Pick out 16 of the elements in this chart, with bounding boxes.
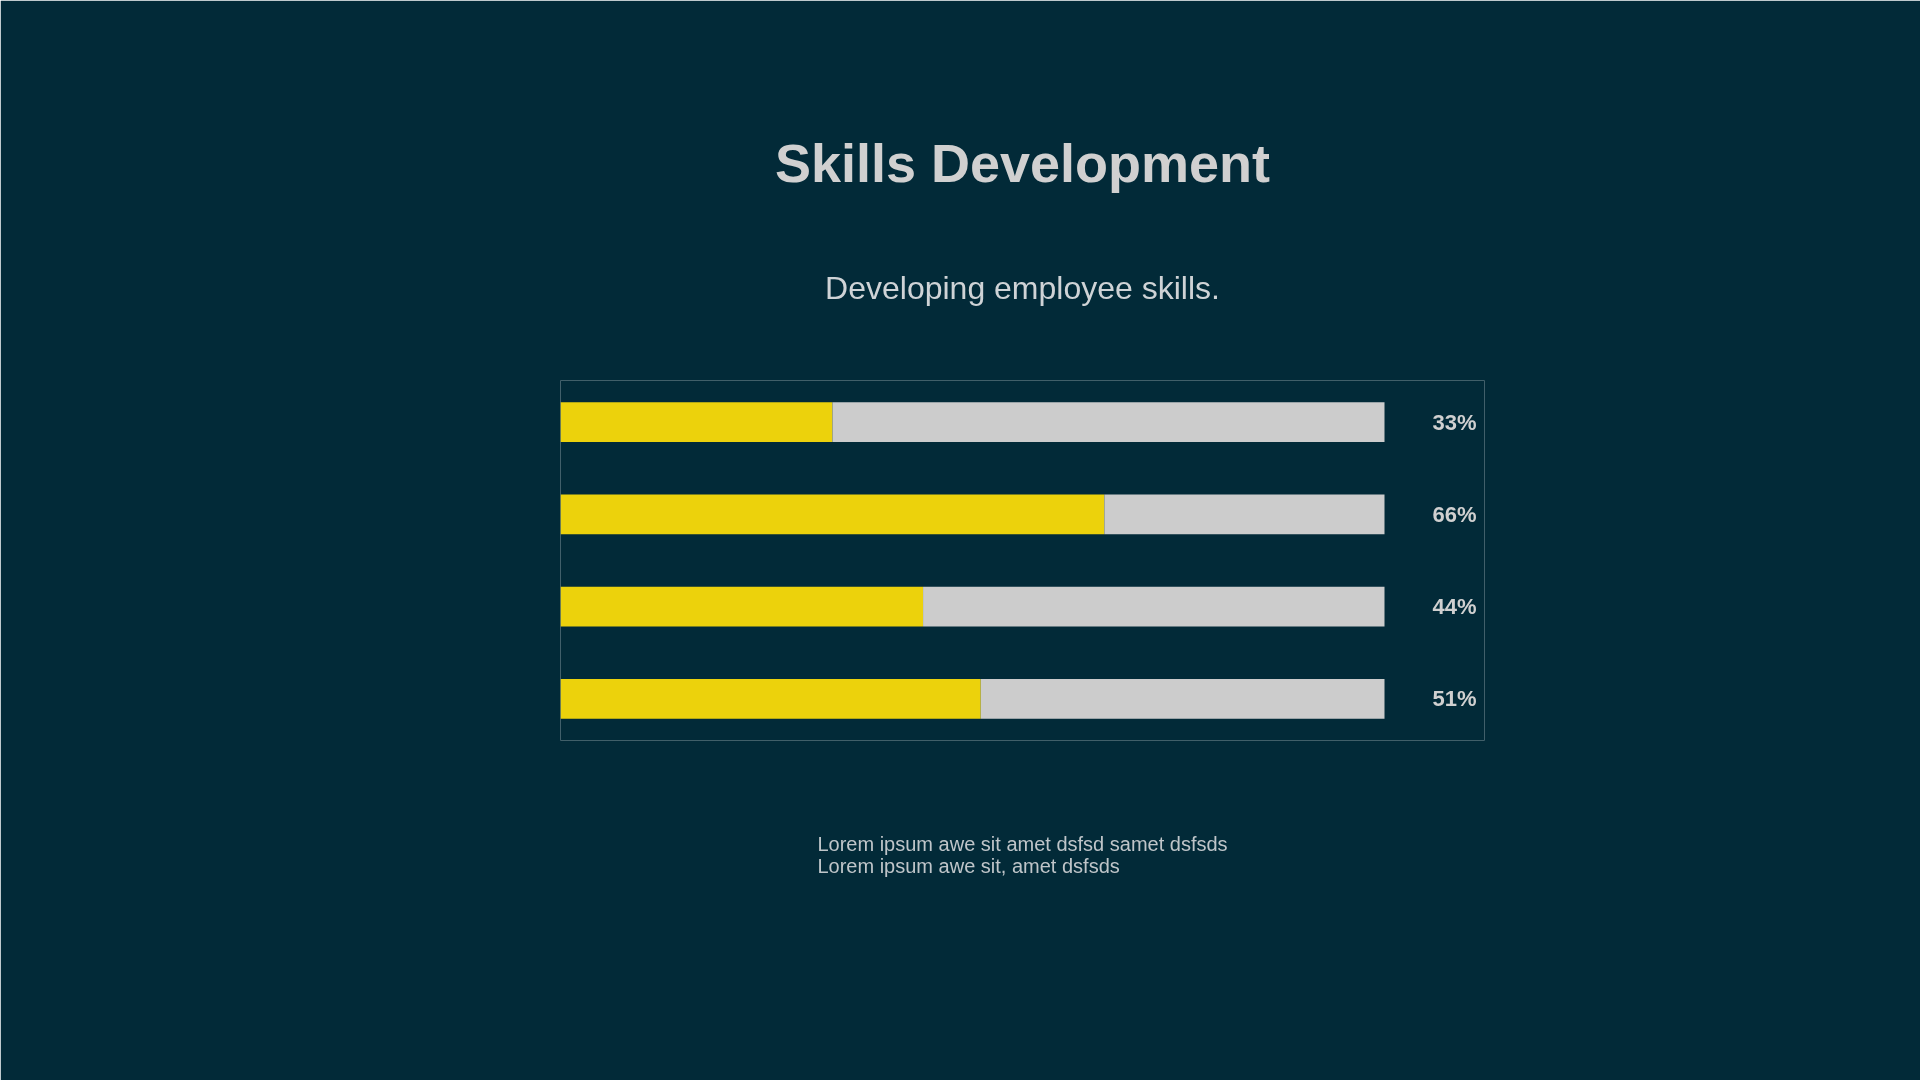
chart-title: Skills Development	[774, 132, 1271, 193]
data-label: 33%	[1432, 409, 1477, 435]
data-label: 44%	[1432, 594, 1477, 620]
bar	[923, 586, 1385, 627]
text: Lorem ipsum awe sit amet dsfsd samet dsfsds	[817, 832, 1228, 855]
bar	[560, 679, 981, 719]
data-label: 66%	[1432, 501, 1477, 527]
bar	[980, 679, 1385, 719]
data-label: 51%	[1432, 686, 1477, 712]
text: Lorem ipsum awe sit, amet dsfsds	[817, 854, 1120, 877]
bar	[560, 586, 924, 627]
bar	[1104, 494, 1385, 535]
bar	[832, 402, 1385, 442]
chart-subtitle: Developing employee skills.	[825, 269, 1220, 306]
bar	[560, 494, 1105, 535]
bar	[560, 402, 833, 442]
